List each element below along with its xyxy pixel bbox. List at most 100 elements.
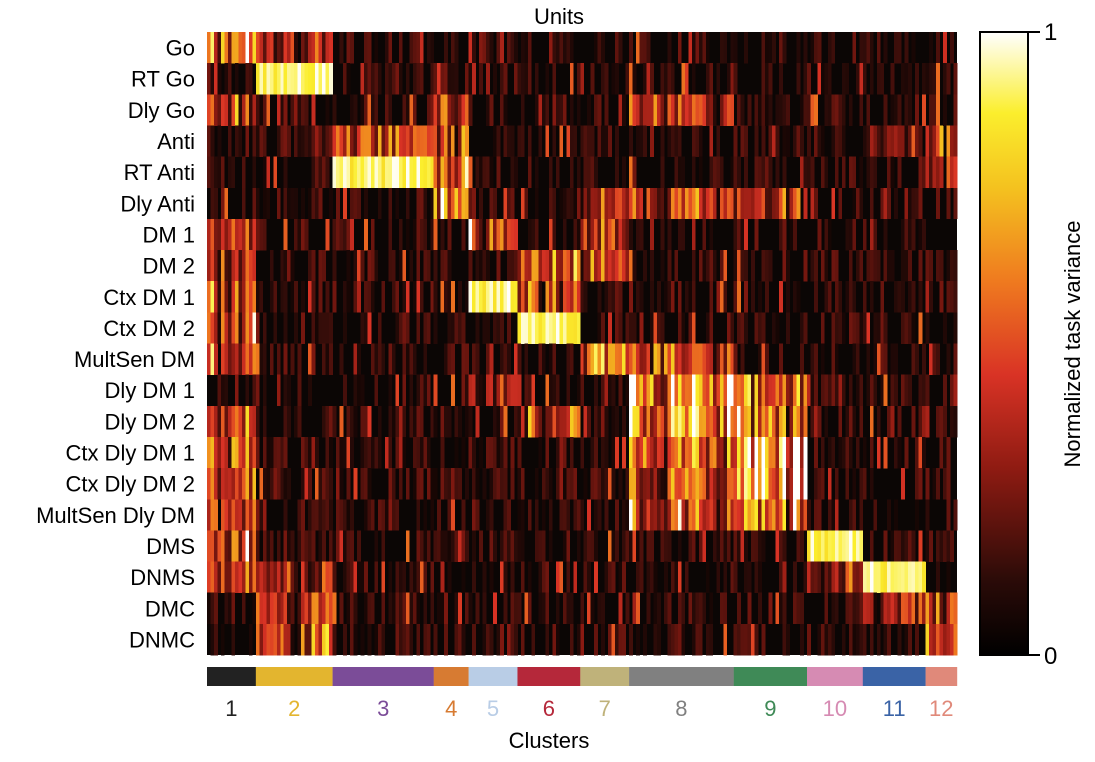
heatmap-cell <box>468 63 473 95</box>
heatmap-cell <box>751 281 755 313</box>
heatmap-cell <box>594 156 598 189</box>
heatmap-cell <box>632 436 637 469</box>
heatmap-cell <box>559 312 564 344</box>
heatmap-cell <box>852 187 857 220</box>
heatmap-cell <box>294 561 298 593</box>
heatmap-cell <box>391 592 396 625</box>
heatmap-cell <box>772 405 776 438</box>
heatmap-cell <box>248 32 253 64</box>
heatmap-cell <box>472 530 476 562</box>
heatmap-cell <box>315 468 319 500</box>
heatmap-cell <box>304 218 309 251</box>
heatmap-cell <box>820 250 825 282</box>
heatmap-cell <box>231 343 236 375</box>
heatmap-cell <box>883 343 888 375</box>
heatmap-cell <box>583 250 588 282</box>
heatmap-cell <box>336 218 340 251</box>
heatmap-cell <box>950 530 954 562</box>
heatmap-cell <box>350 187 354 220</box>
heatmap-cell <box>207 218 211 251</box>
heatmap-cell <box>723 436 728 469</box>
heatmap-cell <box>552 343 557 375</box>
heatmap-cell <box>862 436 867 469</box>
heatmap-cell <box>405 592 410 625</box>
heatmap-cell <box>953 343 958 375</box>
heatmap-cell <box>367 156 372 189</box>
heatmap-cell <box>447 530 452 562</box>
heatmap-cell <box>388 218 393 251</box>
heatmap-cell <box>590 218 595 251</box>
heatmap-cell <box>660 468 665 500</box>
heatmap-cell <box>646 468 651 500</box>
heatmap-cell <box>562 592 567 625</box>
heatmap-cell <box>538 94 543 126</box>
heatmap-cell <box>848 405 853 438</box>
heatmap-cell <box>479 63 483 95</box>
heatmap-cell <box>733 374 738 407</box>
heatmap-cell <box>950 250 954 282</box>
heatmap-cell <box>838 561 843 593</box>
heatmap-cell <box>904 250 909 282</box>
heatmap-cell <box>768 592 773 625</box>
heatmap-cell <box>238 218 243 251</box>
heatmap-cell <box>311 592 316 625</box>
heatmap-cell <box>817 623 822 656</box>
heatmap-cell <box>440 592 445 625</box>
heatmap-cell <box>688 312 693 344</box>
heatmap-cell <box>730 561 735 593</box>
heatmap-cell <box>224 468 229 500</box>
heatmap-cell <box>918 530 923 562</box>
heatmap-cell <box>810 530 815 562</box>
heatmap-cell <box>737 436 742 469</box>
heatmap-cell <box>622 499 626 531</box>
heatmap-cell <box>653 94 658 126</box>
heatmap-cell <box>918 374 923 407</box>
heatmap-cell <box>343 63 347 95</box>
heatmap-cell <box>663 436 668 469</box>
heatmap-cell <box>252 125 257 157</box>
heatmap-cell <box>377 187 382 220</box>
heatmap-cell <box>653 405 658 438</box>
heatmap-cell <box>698 250 703 282</box>
heatmap-cell <box>405 218 410 251</box>
heatmap-cell <box>308 374 312 407</box>
heatmap-cell <box>726 187 731 220</box>
heatmap-cell <box>688 374 693 407</box>
heatmap-cell <box>486 343 490 375</box>
heatmap-cell <box>660 343 665 375</box>
heatmap-cell <box>632 343 637 375</box>
heatmap-cell <box>702 250 707 282</box>
heatmap-cell <box>294 125 298 157</box>
heatmap-cell <box>793 436 797 469</box>
heatmap-cell <box>548 499 553 531</box>
heatmap-cell <box>360 312 365 344</box>
heatmap-cell <box>210 32 215 64</box>
heatmap-cell <box>472 499 476 531</box>
cluster-label: 5 <box>487 696 499 721</box>
heatmap-cell <box>576 405 581 438</box>
heatmap-cell <box>824 250 829 282</box>
heatmap-cell <box>677 156 682 189</box>
heatmap-cell <box>782 125 787 157</box>
heatmap-cell <box>608 312 612 344</box>
heatmap-cell <box>538 436 543 469</box>
heatmap-cell <box>601 405 605 438</box>
heatmap-cell <box>402 94 407 126</box>
heatmap-cell <box>224 530 229 562</box>
heatmap-cell <box>227 63 232 95</box>
heatmap-cell <box>552 63 557 95</box>
heatmap-cell <box>224 312 229 344</box>
heatmap-cell <box>953 281 958 313</box>
heatmap-cell <box>273 156 278 189</box>
heatmap-cell <box>301 436 305 469</box>
heatmap-cell <box>248 530 253 562</box>
heatmap-cell <box>395 63 400 95</box>
heatmap-cell <box>562 32 567 64</box>
heatmap-cell <box>597 468 602 500</box>
heatmap-cell <box>852 312 857 344</box>
heatmap-cell <box>796 63 801 95</box>
heatmap-cell <box>848 561 853 593</box>
heatmap-cell <box>765 343 769 375</box>
heatmap-cell <box>723 623 728 656</box>
cluster-segment <box>629 667 734 686</box>
